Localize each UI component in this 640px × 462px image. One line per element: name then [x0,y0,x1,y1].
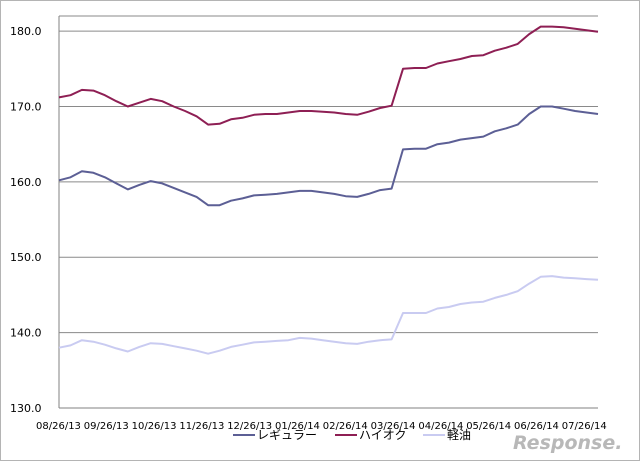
x-tick-label-6: 02/26/14 [323,421,368,432]
x-tick-label-11: 07/26/14 [562,421,607,432]
series-line-0 [58,105,599,207]
y-tick-label-1: 140.0 [10,327,42,340]
x-tick-label-9: 05/26/14 [466,421,511,432]
series-line-1 [58,25,599,126]
legend-label-1: ハイオク [359,428,407,442]
y-tick-label-0: 130.0 [10,402,42,415]
legend-label-2: 軽油 [447,428,471,442]
y-tick-label-3: 160.0 [10,176,42,189]
y-tick-label-5: 180.0 [10,25,42,38]
watermark-logo: Response. [513,432,622,454]
x-tick-label-10: 06/26/14 [514,421,559,432]
x-tick-label-1: 09/26/13 [84,421,129,432]
y-tick-label-2: 150.0 [10,251,42,264]
x-tick-label-2: 10/26/13 [132,421,177,432]
x-tick-label-0: 08/26/13 [36,421,81,432]
x-tick-label-7: 03/26/14 [371,421,416,432]
series-line-2 [58,275,599,355]
x-tick-label-8: 04/26/14 [418,421,463,432]
x-tick-label-3: 11/26/13 [179,421,224,432]
legend-label-0: レギュラー [257,428,317,442]
x-tick-label-5: 01/26/14 [275,421,320,432]
x-tick-label-4: 12/26/13 [227,421,272,432]
y-tick-label-4: 170.0 [10,100,42,113]
